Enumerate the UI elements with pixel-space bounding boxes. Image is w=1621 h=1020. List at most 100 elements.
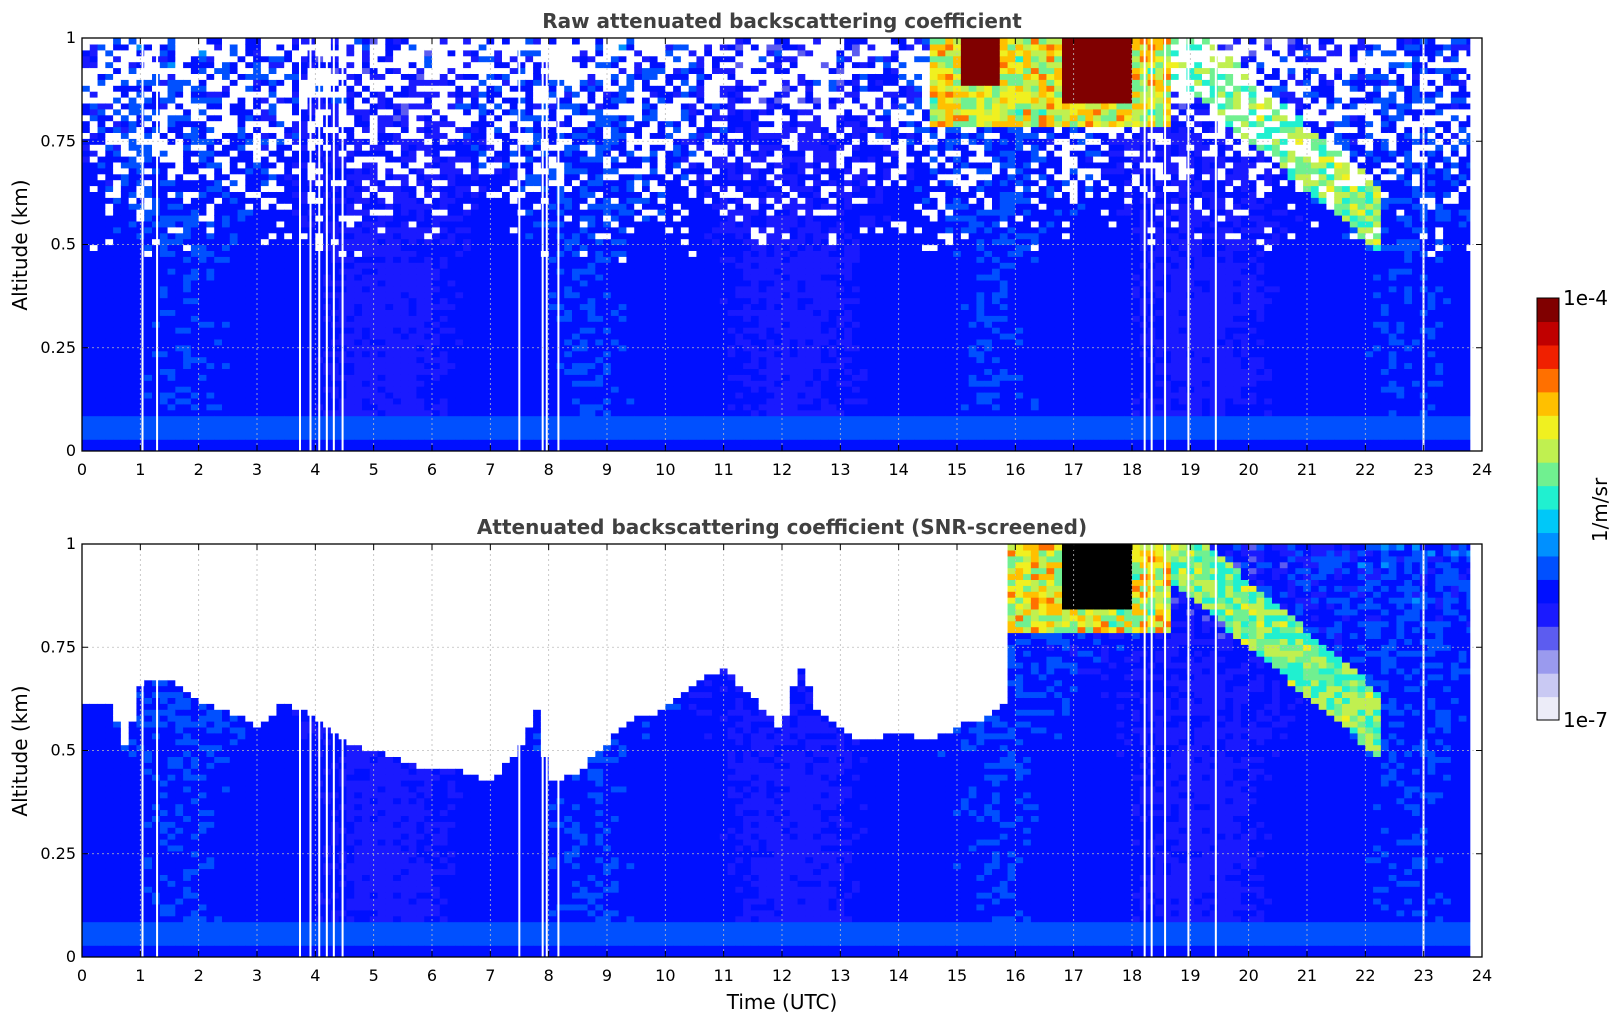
heatmap-cell bbox=[618, 392, 628, 399]
heatmap-cell bbox=[540, 203, 550, 210]
heatmap-cell bbox=[128, 433, 138, 440]
heatmap-cell bbox=[540, 291, 550, 299]
heatmap-cell bbox=[595, 374, 604, 381]
heatmap-cell bbox=[292, 161, 301, 169]
heatmap-cell bbox=[346, 309, 355, 316]
heatmap-cell bbox=[198, 338, 208, 346]
heatmap-cell bbox=[517, 409, 526, 417]
heatmap-cell bbox=[237, 91, 246, 98]
heatmap-cell bbox=[525, 167, 534, 175]
heatmap-cell bbox=[618, 73, 628, 80]
heatmap-cell bbox=[346, 380, 355, 387]
heatmap-cell bbox=[268, 244, 278, 251]
heatmap-cell bbox=[128, 209, 138, 216]
heatmap-cell bbox=[222, 191, 231, 198]
heatmap-cell bbox=[214, 220, 223, 228]
heatmap-cell bbox=[299, 315, 309, 322]
heatmap-cell bbox=[113, 250, 122, 257]
heatmap-cell bbox=[447, 415, 456, 423]
heatmap-cell bbox=[237, 439, 246, 446]
heatmap-cell bbox=[502, 386, 511, 393]
heatmap-cell bbox=[276, 315, 285, 322]
heatmap-cell bbox=[206, 303, 215, 310]
heatmap-cell bbox=[626, 55, 635, 63]
heatmap-cell bbox=[595, 226, 604, 234]
heatmap-cell bbox=[222, 61, 231, 69]
heatmap-cell bbox=[587, 433, 596, 440]
heatmap-cell bbox=[120, 268, 130, 275]
heatmap-cell bbox=[97, 179, 106, 187]
heatmap-cell bbox=[222, 439, 231, 446]
heatmap-cell bbox=[525, 232, 534, 240]
heatmap-cell bbox=[229, 439, 239, 446]
heatmap-cell bbox=[237, 350, 246, 358]
heatmap-cell bbox=[128, 185, 138, 192]
heatmap-cell bbox=[502, 344, 511, 352]
heatmap-cell bbox=[183, 156, 192, 163]
heatmap-cell bbox=[354, 386, 363, 393]
heatmap-cell bbox=[517, 256, 526, 263]
heatmap-cell bbox=[408, 397, 418, 405]
heatmap-cell bbox=[362, 108, 371, 116]
heatmap-cell bbox=[455, 439, 464, 446]
heatmap-cell bbox=[292, 333, 301, 340]
heatmap-cell bbox=[424, 285, 433, 293]
heatmap-cell bbox=[564, 185, 573, 192]
heatmap-cell bbox=[229, 392, 239, 399]
heatmap-cell bbox=[564, 85, 573, 92]
heatmap-cell bbox=[494, 215, 503, 222]
heatmap-cell bbox=[548, 114, 558, 122]
heatmap-cell bbox=[330, 397, 340, 405]
heatmap-cell bbox=[517, 138, 526, 145]
heatmap-cell bbox=[206, 268, 215, 275]
heatmap-cell bbox=[393, 55, 402, 63]
heatmap-cell bbox=[276, 279, 285, 287]
heatmap-cell bbox=[276, 132, 285, 139]
heatmap-cell bbox=[113, 126, 122, 133]
heatmap-cell bbox=[494, 120, 503, 128]
heatmap-cell bbox=[377, 167, 386, 175]
heatmap-cell bbox=[82, 386, 91, 393]
heatmap-cell bbox=[540, 126, 550, 133]
heatmap-cell bbox=[175, 403, 184, 411]
heatmap-cell bbox=[268, 73, 278, 80]
heatmap-cell bbox=[198, 303, 208, 310]
heatmap-cell bbox=[439, 209, 449, 216]
heatmap-cell bbox=[292, 262, 301, 269]
heatmap-cell bbox=[330, 415, 340, 423]
heatmap-cell bbox=[206, 79, 215, 86]
heatmap-cell bbox=[517, 114, 526, 122]
heatmap-cell bbox=[354, 167, 363, 175]
heatmap-cell bbox=[190, 368, 200, 375]
heatmap-cell bbox=[509, 150, 519, 157]
heatmap-cell bbox=[595, 250, 604, 257]
heatmap-cell bbox=[478, 268, 488, 275]
heatmap-cell bbox=[237, 138, 246, 145]
heatmap-cell bbox=[136, 439, 145, 446]
heatmap-cell bbox=[120, 362, 130, 369]
heatmap-cell bbox=[175, 421, 184, 428]
heatmap-cell bbox=[276, 327, 285, 334]
heatmap-cell bbox=[556, 132, 565, 139]
heatmap-cell bbox=[245, 203, 254, 210]
heatmap-cell bbox=[369, 179, 379, 187]
heatmap-cell bbox=[237, 392, 246, 399]
heatmap-cell bbox=[198, 150, 208, 157]
heatmap-cell bbox=[206, 297, 215, 305]
heatmap-cell bbox=[159, 274, 169, 281]
heatmap-cell bbox=[610, 226, 620, 234]
heatmap-cell bbox=[128, 291, 138, 299]
heatmap-cell bbox=[292, 61, 301, 69]
heatmap-cell bbox=[369, 268, 379, 275]
heatmap-cell bbox=[424, 445, 433, 451]
heatmap-cell bbox=[229, 415, 239, 423]
heatmap-cell bbox=[299, 279, 309, 287]
heatmap-cell bbox=[439, 232, 449, 240]
heatmap-cell bbox=[579, 397, 589, 405]
heatmap-cell bbox=[587, 97, 596, 104]
heatmap-cell bbox=[206, 427, 215, 434]
heatmap-cell bbox=[478, 291, 488, 299]
heatmap-cell bbox=[525, 132, 534, 139]
heatmap-cell bbox=[175, 427, 184, 434]
